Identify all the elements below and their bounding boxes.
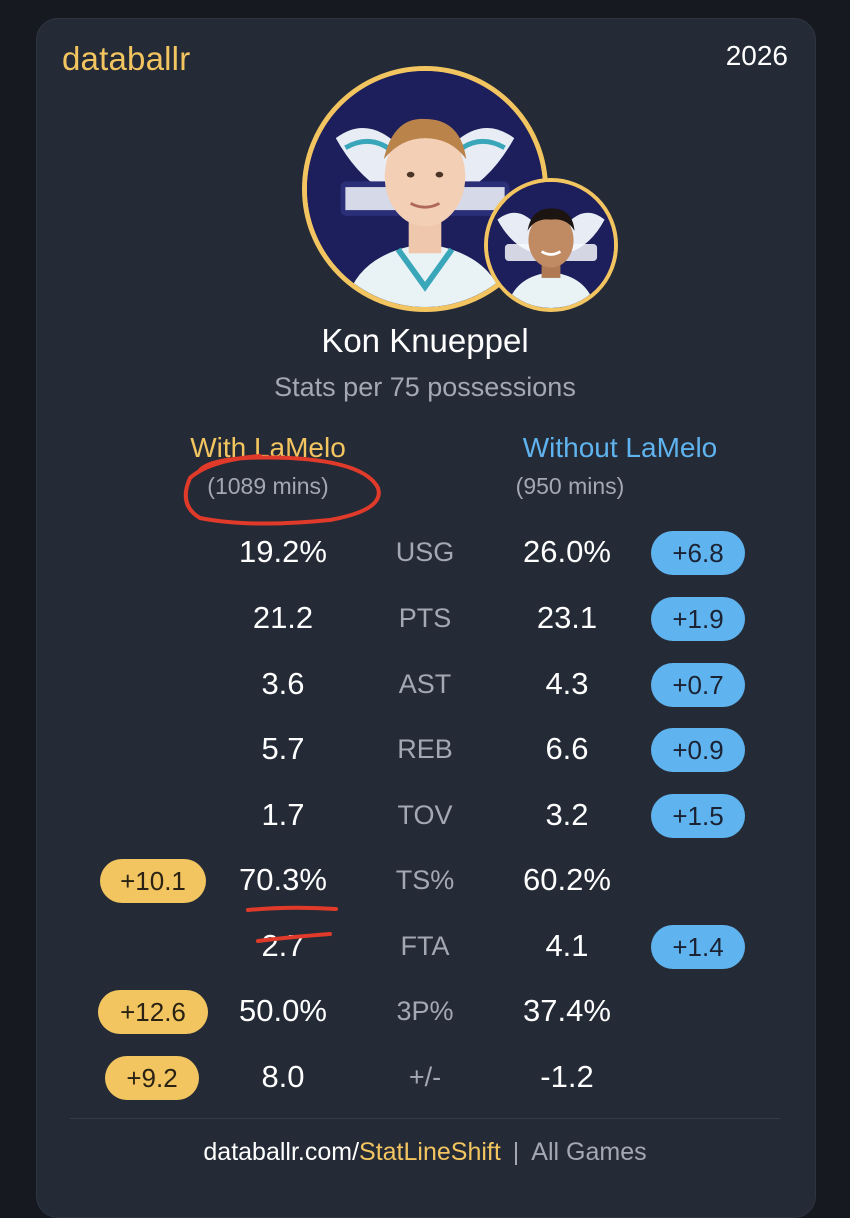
stat-label: REB <box>397 734 453 764</box>
without-diff-badge: +6.8 <box>651 531 745 575</box>
footer-path-link[interactable]: StatLineShift <box>359 1138 501 1166</box>
with-value: 5.7 <box>261 731 305 766</box>
brand-logo-text[interactable]: databallr <box>62 40 191 77</box>
stat-row-ts: +10.1 70.3% TS% 60.2% <box>0 850 850 910</box>
without-diff-badge: +0.9 <box>651 728 745 772</box>
with-diff-badge: +9.2 <box>105 1056 199 1100</box>
stat-label: TOV <box>397 800 453 830</box>
stat-row-fta: 2.7 FTA 4.1 +1.4 <box>0 916 850 976</box>
without-diff-badge: +1.9 <box>651 597 745 641</box>
with-value: 21.2 <box>252 600 314 635</box>
stat-row-tov: 1.7 TOV 3.2 +1.5 <box>0 785 850 845</box>
with-value: 8.0 <box>261 1059 305 1094</box>
without-value: 23.1 <box>536 600 598 635</box>
stat-row-3p: +12.6 50.0% 3P% 37.4% <box>0 981 850 1041</box>
stats-subtitle: Stats per 75 possessions <box>274 372 576 402</box>
with-value: 3.6 <box>261 666 305 701</box>
without-diff-badge: +0.7 <box>651 663 745 707</box>
with-lamelo-header: With LaMelo <box>190 432 346 463</box>
stat-label: PTS <box>398 603 452 633</box>
with-diff-badge: +12.6 <box>98 990 208 1034</box>
stat-label: TS% <box>395 865 455 895</box>
footer-divider <box>70 1118 780 1119</box>
stat-label: FTA <box>400 931 450 961</box>
without-lamelo-minutes: (950 mins) <box>515 473 625 499</box>
without-value: 60.2% <box>523 862 611 897</box>
with-value: 2.7 <box>261 928 305 963</box>
with-value: 1.7 <box>261 797 305 832</box>
stat-label: 3P% <box>396 996 454 1026</box>
with-diff-badge: +10.1 <box>100 859 206 903</box>
player-name: Kon Knueppel <box>321 322 529 359</box>
stat-row-pts: 21.2 PTS 23.1 +1.9 <box>0 588 850 648</box>
stat-row-usg: 19.2% USG 26.0% +6.8 <box>0 522 850 582</box>
footer: databallr.com/StatLineShift | All Games <box>0 1138 850 1167</box>
player-avatar <box>302 66 548 312</box>
player-photo-icon <box>307 71 543 307</box>
without-value: -1.2 <box>540 1059 594 1094</box>
stat-row-plus-minus: +9.2 8.0 +/- -1.2 <box>0 1047 850 1107</box>
without-value: 4.1 <box>545 928 589 963</box>
stat-row-ast: 3.6 AST 4.3 +0.7 <box>0 654 850 714</box>
without-value: 3.2 <box>545 797 589 832</box>
without-diff-badge: +1.5 <box>651 794 745 838</box>
stat-label: +/- <box>408 1062 442 1092</box>
footer-domain-link[interactable]: databallr.com/ <box>203 1138 360 1166</box>
stat-row-reb: 5.7 REB 6.6 +0.9 <box>0 719 850 779</box>
without-value: 6.6 <box>545 731 589 766</box>
with-value: 70.3% <box>239 862 327 897</box>
without-value: 4.3 <box>545 666 589 701</box>
teammate-photo-icon <box>488 182 614 308</box>
season-label: 2026 <box>725 40 788 71</box>
footer-separator: | <box>512 1138 520 1166</box>
teammate-avatar <box>484 178 618 312</box>
footer-scope-label: All Games <box>531 1138 647 1166</box>
with-lamelo-minutes: (1089 mins) <box>207 473 329 499</box>
without-diff-badge: +1.4 <box>651 925 745 969</box>
without-value: 26.0% <box>523 534 611 569</box>
with-value: 50.0% <box>239 993 327 1028</box>
stat-label: USG <box>395 537 455 567</box>
stat-label: AST <box>398 669 452 699</box>
without-value: 37.4% <box>523 993 611 1028</box>
with-value: 19.2% <box>239 534 327 569</box>
without-lamelo-header: Without LaMelo <box>522 432 718 463</box>
